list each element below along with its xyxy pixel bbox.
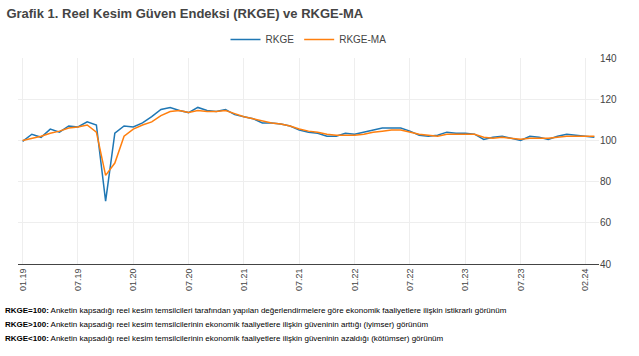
svg-text:01.21: 01.21 — [239, 269, 249, 292]
svg-text:40: 40 — [600, 259, 612, 270]
svg-text:Grafik 1. Reel Kesim Güven End: Grafik 1. Reel Kesim Güven Endeksi (RKGE… — [6, 6, 363, 21]
svg-text:80: 80 — [600, 176, 612, 187]
svg-text:60: 60 — [600, 217, 612, 228]
svg-text:01.20: 01.20 — [128, 269, 138, 292]
svg-text:02.24: 02.24 — [580, 269, 590, 292]
svg-text:120: 120 — [600, 94, 617, 105]
svg-text:RKGE>100: Anketin kapsadığı re: RKGE>100: Anketin kapsadığı reel kesim t… — [5, 320, 428, 329]
svg-text:RKGE<100: Anketin kapsadığı re: RKGE<100: Anketin kapsadığı reel kesim t… — [5, 334, 444, 343]
svg-text:RKGE-MA: RKGE-MA — [339, 34, 386, 45]
svg-text:RKGE: RKGE — [266, 34, 295, 45]
svg-text:07.19: 07.19 — [73, 269, 83, 292]
svg-text:07.20: 07.20 — [184, 269, 194, 292]
svg-text:100: 100 — [600, 135, 617, 146]
svg-text:07.23: 07.23 — [516, 269, 526, 292]
svg-text:07.21: 07.21 — [294, 269, 304, 292]
svg-text:07.22: 07.22 — [405, 269, 415, 292]
svg-text:RKGE=100: Anketin kapsadığı re: RKGE=100: Anketin kapsadığı reel kesim t… — [5, 306, 507, 315]
svg-text:01.22: 01.22 — [350, 269, 360, 292]
svg-text:01.19: 01.19 — [18, 269, 28, 292]
svg-text:140: 140 — [600, 53, 617, 64]
svg-text:01.23: 01.23 — [460, 269, 470, 292]
